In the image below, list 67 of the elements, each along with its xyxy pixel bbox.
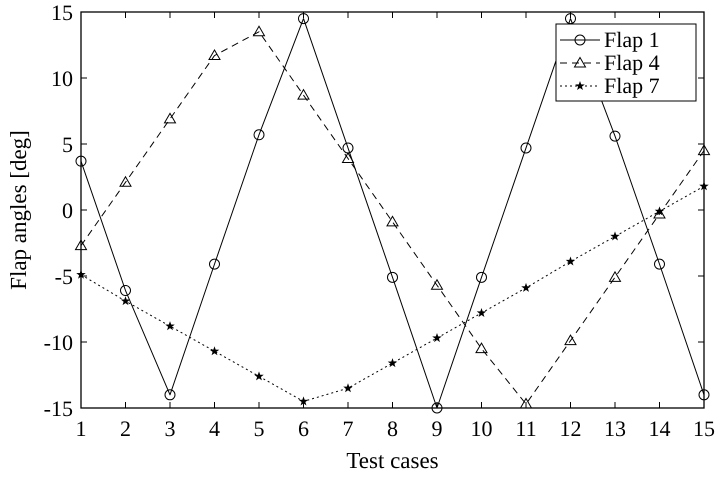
x-tick-label: 14 [648,416,670,441]
point [387,272,398,283]
x-tick-label: 1 [76,416,86,441]
y-tick-label: -15 [44,396,73,421]
point [298,396,308,406]
point [120,176,132,187]
point [564,334,576,346]
point [566,256,576,266]
y-axis-title: Flap angles [deg] [6,130,31,290]
x-tick-label: 12 [560,416,582,441]
x-tick-label: 4 [209,416,220,441]
point [432,333,442,342]
point [342,152,354,164]
point [476,342,488,354]
point [254,129,264,140]
point [75,240,87,250]
y-tick-label: -5 [54,264,73,289]
point [253,26,265,36]
point [654,206,664,216]
x-tick-label: 7 [342,416,354,441]
x-tick-label: 6 [298,416,309,441]
x-tick-label: 15 [693,416,715,441]
point [698,389,710,400]
point [610,231,620,240]
x-tick-label: 13 [604,416,626,441]
point [476,308,486,318]
point [654,258,665,270]
point [520,398,532,409]
point [521,282,531,292]
x-axis-title: Test cases [346,448,439,473]
point [609,271,621,282]
x-tick-label: 3 [164,416,176,441]
point [165,321,175,330]
point [342,142,354,154]
point [388,358,398,368]
point [254,371,264,380]
y-tick-label: -10 [44,330,73,355]
point [520,142,532,154]
point [610,130,620,142]
x-tick-label: 5 [254,416,264,441]
x-tick-label: 2 [120,416,131,441]
point [698,144,710,156]
point [210,346,220,356]
x-tick-label: 9 [432,416,442,441]
point [209,258,220,270]
point [164,389,176,400]
point [120,296,130,306]
x-tick-label: 11 [515,416,537,441]
point [208,50,220,60]
y-tick-label: 5 [62,132,73,157]
y-tick-label: 10 [51,66,73,91]
point [565,13,576,24]
y-tick-label: 0 [62,198,73,223]
point [386,216,398,226]
point [76,156,86,167]
point [298,89,310,100]
legend-label: Flap 1 [604,27,660,52]
point [476,272,487,283]
point [343,383,353,392]
x-tick-label: 8 [387,416,398,441]
x-tick-label: 10 [470,416,492,441]
point [120,285,131,296]
point [298,13,309,24]
y-tick-label: 15 [51,0,73,25]
point [164,112,176,124]
point [431,279,443,290]
point [432,402,442,414]
